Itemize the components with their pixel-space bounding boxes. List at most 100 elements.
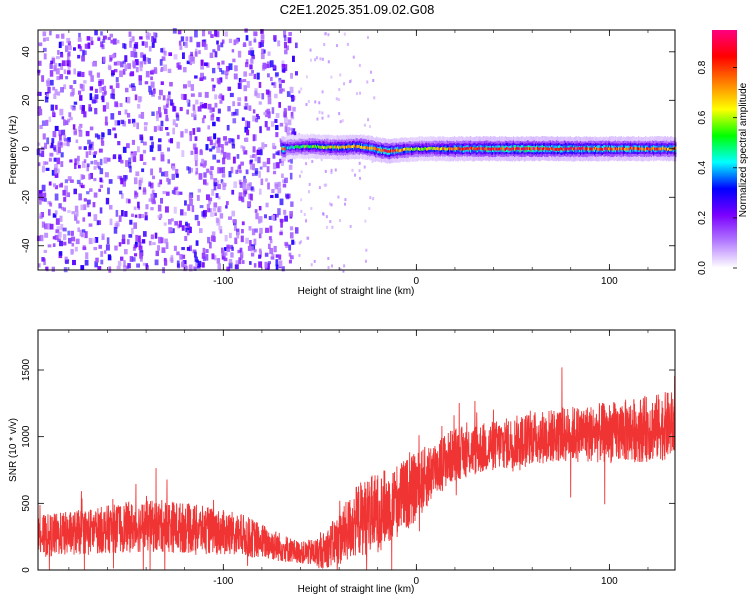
signal-cell [529,147,531,151]
noise-cell [137,96,142,103]
noise-cell [71,88,75,95]
noise-cell [189,36,193,43]
noise-cell [226,124,230,131]
signal-cell [472,146,474,150]
noise-cell [214,212,217,216]
noise-cell [50,104,55,111]
signal-cell [546,147,548,151]
noise-cell [122,146,127,153]
signal-cell [403,147,406,151]
noise-cell [74,205,79,213]
noise-cell [136,122,139,130]
noise-cell [257,156,261,164]
noise-cell [217,263,222,270]
noise-cell [54,62,58,68]
signal-cell [430,146,433,150]
noise-cell [180,209,184,216]
signal-cell [310,145,312,149]
signal-cell [584,147,587,151]
signal-cell [406,147,408,151]
signal-cell [670,148,672,151]
signal-cell [438,147,441,151]
noise-cell [288,244,292,251]
noise-cell [269,247,274,255]
signal-cell [346,145,348,149]
noise-cell [54,125,59,131]
noise-cell [268,236,272,240]
signal-cell [613,147,616,151]
noise-cell [158,216,162,221]
spectrogram-frame [37,29,676,271]
noise-cell [197,106,202,112]
noise-cell [134,59,139,66]
noise-cell [184,211,187,216]
noise-cell [78,129,83,137]
noise-cell [99,177,103,183]
signal-cell [498,147,501,151]
signal-cell [487,147,489,151]
signal-cell [362,146,364,150]
noise-cell [164,238,168,244]
noise-cell [231,144,236,149]
noise-cell [62,189,66,196]
noise-cell [68,45,72,51]
noise-cell [228,63,233,71]
signal-cell [376,147,378,151]
noise-cell [89,93,93,101]
noise-cell [183,66,187,73]
signal-cell [306,144,309,148]
noise-cell [125,160,129,167]
noise-cell [160,151,164,156]
noise-cell [194,75,198,79]
noise-cell [43,53,47,60]
noise-cell [250,50,255,56]
signal-cell [329,145,332,149]
noise-cell [319,57,322,61]
noise-cell [255,213,259,220]
noise-cell [97,134,101,140]
noise-cell [278,254,282,260]
signal-cell [504,148,507,151]
signal-cell [606,147,609,151]
noise-cell [103,90,108,95]
noise-cell [202,160,207,166]
noise-cell [251,69,254,74]
noise-cell [289,172,293,180]
noise-cell [168,52,173,57]
signal-cell [585,147,588,151]
signal-cell [576,147,578,151]
noise-cell [286,45,289,51]
noise-cell [134,214,138,218]
noise-cell [156,110,160,115]
noise-cell [153,32,157,37]
noise-cell [190,150,194,155]
signal-cell [657,147,660,151]
noise-cell [104,122,109,126]
signal-cell [314,144,317,148]
noise-cell [217,142,221,148]
snr-x-tick-label: -100 [213,576,233,587]
signal-cell [549,147,552,151]
noise-cell [201,117,205,124]
noise-cell [114,223,119,229]
signal-cell [358,144,361,148]
noise-cell [138,245,143,251]
signal-cell [336,145,339,149]
signal-cell [522,147,524,151]
noise-cell [39,200,42,205]
noise-cell [36,148,41,156]
noise-cell [159,179,163,185]
noise-cell [47,223,51,230]
noise-cell [133,253,138,257]
noise-cell [216,146,221,153]
noise-cell [195,259,200,263]
noise-cell [149,136,154,141]
noise-cell [60,63,64,70]
noise-cell [176,260,180,268]
signal-cell [405,147,407,151]
noise-cell [323,183,326,187]
noise-cell [245,169,249,175]
signal-cell [517,147,519,151]
noise-cell [43,192,47,198]
noise-cell [201,262,205,268]
